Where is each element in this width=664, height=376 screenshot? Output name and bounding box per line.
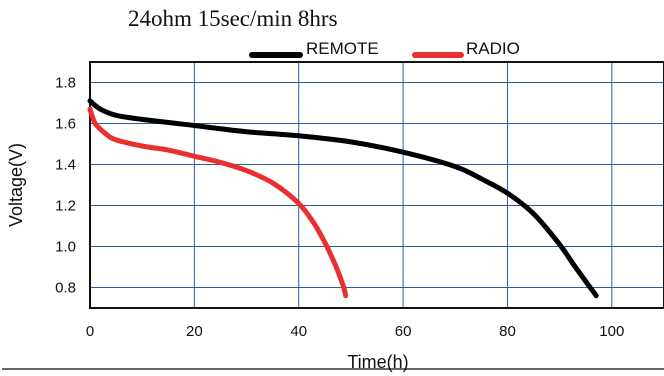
series-line-radio xyxy=(87,106,349,299)
x-tick-label: 80 xyxy=(499,323,516,340)
y-tick-label: 1.0 xyxy=(55,239,76,256)
x-tick-label: 20 xyxy=(186,323,203,340)
y-axis-label: Voltage(V) xyxy=(6,143,26,227)
x-axis-label: Time(h) xyxy=(347,352,408,372)
x-axis-ticks: 0 20 40 60 80 100 xyxy=(86,323,625,340)
chart-title: 24ohm 15sec/min 8hrs xyxy=(128,6,338,31)
y-tick-label: 1.2 xyxy=(55,198,76,215)
y-axis-ticks: 0.8 1.0 1.2 1.4 1.6 1.8 xyxy=(55,75,76,297)
y-tick-label: 1.8 xyxy=(55,75,76,92)
x-tick-label: 0 xyxy=(86,323,94,340)
legend-label-remote: REMOTE xyxy=(306,39,379,58)
plot-frame xyxy=(89,61,664,309)
legend: REMOTE RADIO xyxy=(249,39,520,58)
y-tick-label: 1.4 xyxy=(55,157,76,174)
y-tick-label: 1.6 xyxy=(55,116,76,133)
series-line-remote xyxy=(87,98,599,299)
series-lines xyxy=(87,98,599,299)
x-tick-label: 100 xyxy=(599,323,624,340)
legend-label-radio: RADIO xyxy=(466,39,520,58)
x-tick-label: 40 xyxy=(290,323,307,340)
x-tick-label: 60 xyxy=(395,323,412,340)
y-tick-label: 0.8 xyxy=(55,280,76,297)
